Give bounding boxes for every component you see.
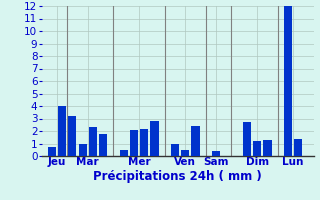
Bar xyxy=(58,106,66,156)
Bar xyxy=(78,144,87,156)
Bar xyxy=(212,151,220,156)
Bar xyxy=(140,129,148,156)
Bar xyxy=(191,126,200,156)
Bar xyxy=(130,130,138,156)
X-axis label: Précipitations 24h ( mm ): Précipitations 24h ( mm ) xyxy=(93,170,262,183)
Bar xyxy=(181,150,189,156)
Bar xyxy=(99,134,107,156)
Bar xyxy=(294,138,302,156)
Bar xyxy=(243,122,251,156)
Bar xyxy=(171,144,179,156)
Bar xyxy=(263,140,271,156)
Bar xyxy=(284,6,292,156)
Bar xyxy=(120,150,128,156)
Bar xyxy=(48,147,56,156)
Bar xyxy=(68,116,76,156)
Bar xyxy=(253,141,261,156)
Bar xyxy=(89,127,97,156)
Bar xyxy=(150,121,159,156)
